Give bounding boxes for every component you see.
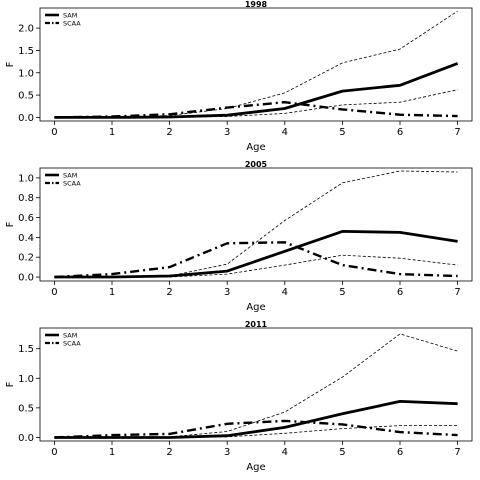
x-tick-label: 0 xyxy=(51,287,57,298)
y-tick-label: 1.0 xyxy=(18,374,34,385)
x-tick-label: 0 xyxy=(51,127,57,138)
y-axis-label: F xyxy=(5,381,16,387)
y-tick-label: 0.0 xyxy=(18,273,34,284)
y-tick-label: 1.5 xyxy=(18,344,34,355)
x-tick-label: 2 xyxy=(166,127,172,138)
y-tick-label: 0.0 xyxy=(18,113,34,124)
y-tick-label: 0.4 xyxy=(18,233,34,244)
series-line-sam xyxy=(54,229,458,279)
legend-label-sam: SAM xyxy=(63,332,77,340)
x-tick-label: 1 xyxy=(109,287,115,298)
series-line-scaa xyxy=(54,100,458,119)
series-line-sam-upper xyxy=(54,10,458,118)
plot-frame xyxy=(39,167,473,282)
x-tick-label: 5 xyxy=(339,127,345,138)
x-tick-label: 6 xyxy=(397,127,403,138)
y-axis-label: F xyxy=(5,221,16,227)
y-tick-label: 0.6 xyxy=(18,213,34,224)
plot-frame xyxy=(39,327,473,442)
y-tick-label: 0.0 xyxy=(18,433,34,444)
x-tick-label: 4 xyxy=(282,287,288,298)
x-axis-label: Age xyxy=(246,302,265,313)
x-tick-label: 5 xyxy=(339,287,345,298)
y-tick-label: 1.0 xyxy=(18,173,34,184)
chart-title: 1998 xyxy=(245,0,268,9)
series-line-scaa xyxy=(54,419,458,439)
x-tick-label: 6 xyxy=(397,447,403,458)
series-line-scaa xyxy=(54,241,458,279)
y-tick-label: 1.0 xyxy=(18,68,34,79)
x-tick-label: 1 xyxy=(109,447,115,458)
x-tick-label: 3 xyxy=(224,127,230,138)
y-tick-label: 1.5 xyxy=(18,46,34,57)
x-tick-label: 7 xyxy=(454,447,460,458)
panel-1998: 1998 Age F SAM SCAA 0 1 2 3 4 5 6 7 0.0 0.5 1.0 1.5… xyxy=(5,0,473,153)
x-tick-label: 7 xyxy=(454,287,460,298)
plot-frame xyxy=(39,7,473,122)
panel-2005: 2005 Age F SAM SCAA 0 1 2 3 4 5 6 7 0.0 0.2 0.4 0.6… xyxy=(5,160,473,313)
x-axis-label: Age xyxy=(246,142,265,153)
legend-label-sam: SAM xyxy=(63,172,77,180)
y-tick-label: 0.5 xyxy=(18,403,34,414)
chart-title: 2011 xyxy=(245,320,268,329)
legend-label-scaa: SCAA xyxy=(63,340,81,348)
legend-label-scaa: SCAA xyxy=(63,180,81,188)
x-tick-label: 6 xyxy=(397,287,403,298)
x-tick-label: 2 xyxy=(166,447,172,458)
y-axis-label: F xyxy=(5,61,16,67)
legend-label-sam: SAM xyxy=(63,12,77,20)
x-tick-label: 5 xyxy=(339,447,345,458)
chart-title: 2005 xyxy=(245,160,268,169)
series-line-sam-upper xyxy=(54,333,458,438)
x-axis-label: Age xyxy=(246,462,265,473)
x-tick-label: 4 xyxy=(282,127,288,138)
y-tick-label: 0.2 xyxy=(18,253,34,264)
legend-label-scaa: SCAA xyxy=(63,20,81,28)
x-tick-label: 7 xyxy=(454,127,460,138)
series-line-sam xyxy=(54,62,459,119)
y-tick-label: 0.5 xyxy=(18,91,34,102)
x-tick-label: 3 xyxy=(224,287,230,298)
x-tick-label: 0 xyxy=(51,447,57,458)
series-line-sam xyxy=(54,399,458,439)
x-tick-label: 1 xyxy=(109,127,115,138)
x-tick-label: 3 xyxy=(224,447,230,458)
x-tick-label: 4 xyxy=(282,447,288,458)
panel-2011: 2011 Age F SAM SCAA 0 1 2 3 4 5 6 7 0.0 0.5 1.0 1.5 xyxy=(5,320,473,473)
y-tick-label: 2.0 xyxy=(18,24,34,35)
x-tick-label: 2 xyxy=(166,287,172,298)
y-tick-label: 0.8 xyxy=(18,193,34,204)
